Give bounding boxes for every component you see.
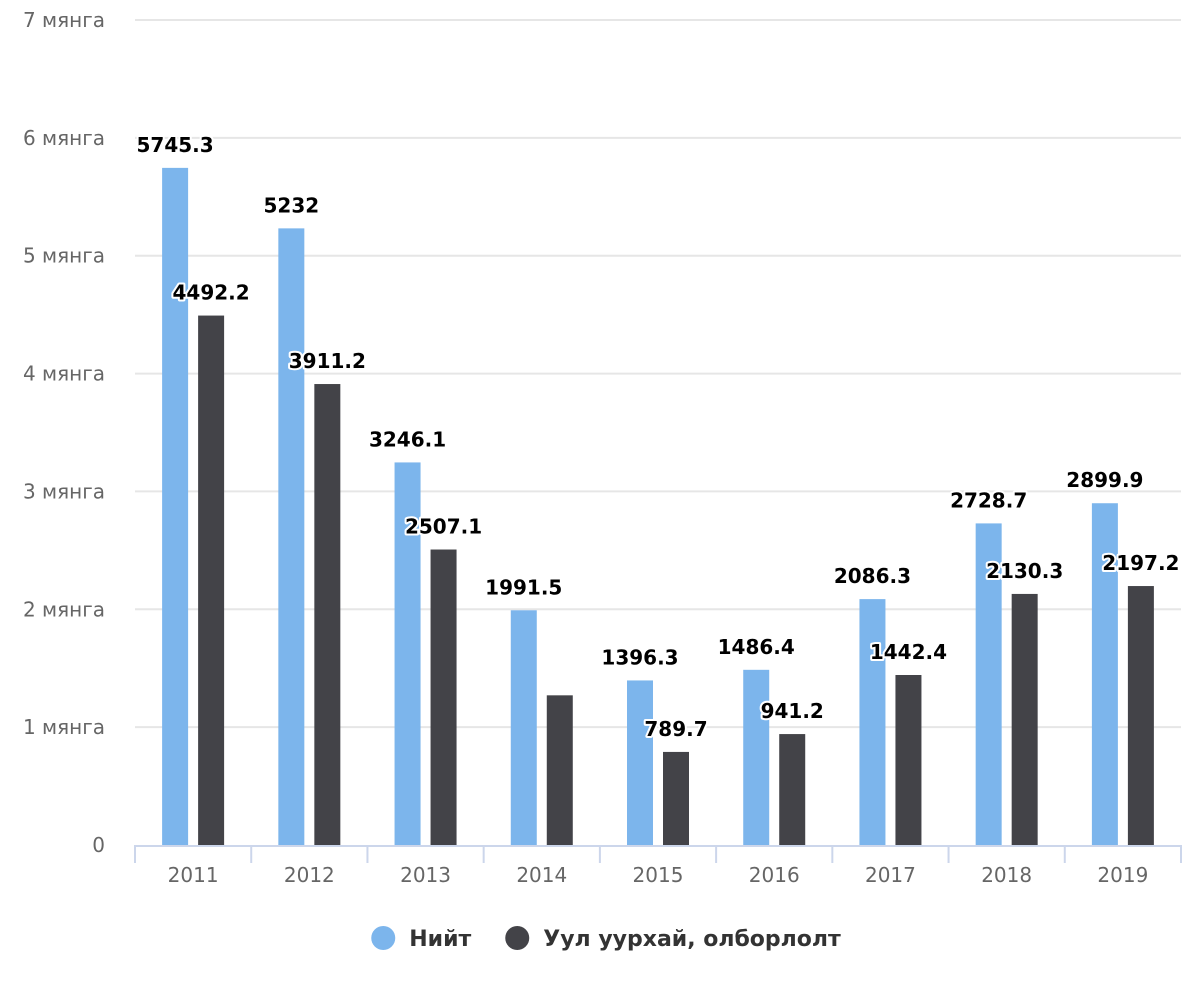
data-label: 2086.3	[834, 564, 911, 588]
data-label: 5232	[263, 193, 319, 217]
data-label: 2728.7	[950, 488, 1027, 512]
bar[interactable]	[1127, 586, 1154, 845]
bar[interactable]	[510, 610, 537, 845]
bar[interactable]	[859, 599, 886, 845]
bar[interactable]	[394, 462, 421, 845]
bar[interactable]	[278, 228, 305, 845]
data-label: 1991.5	[485, 575, 562, 599]
data-label: 5745.3	[137, 133, 214, 157]
data-label: 2899.9	[1066, 468, 1143, 492]
bar[interactable]	[779, 734, 806, 845]
y-tick-label: 3 мянга	[23, 479, 105, 503]
bar[interactable]	[663, 751, 689, 845]
x-tick-label: 2018	[981, 863, 1032, 887]
data-label: 1396.3	[601, 645, 678, 669]
data-label: 1442.4	[870, 640, 947, 664]
y-tick-label: 1 мянга	[23, 715, 105, 739]
bar[interactable]	[895, 675, 922, 845]
bar[interactable]	[430, 549, 457, 845]
x-tick-label: 2011	[168, 863, 219, 887]
y-tick-label: 2 мянга	[23, 597, 105, 621]
bar[interactable]	[162, 167, 189, 845]
bar[interactable]	[546, 695, 573, 845]
data-label: 2507.1	[405, 515, 482, 539]
legend-marker	[505, 926, 530, 950]
data-label: 2197.2	[1102, 551, 1179, 575]
grid-layer	[135, 19, 1181, 729]
bar[interactable]	[627, 680, 653, 845]
legend-label: Уул уурхай, олборлолт	[543, 927, 841, 952]
bars	[162, 167, 1154, 845]
x-tick-label: 2016	[749, 863, 800, 887]
data-label: 3246.1	[369, 427, 446, 451]
data-label: 2130.3	[986, 559, 1063, 583]
x-tick-label: 2015	[633, 863, 684, 887]
data-labels: 5745.3 5232 3246.1 1991.5 1396.3 1486.4 2086.3…	[135, 131, 1182, 743]
legend-item[interactable]: Нийт	[371, 926, 471, 952]
bar[interactable]	[198, 315, 225, 845]
bar[interactable]	[975, 523, 1002, 845]
legend-marker	[371, 926, 396, 950]
data-label: 4492.2	[173, 281, 250, 305]
data-label: 941.2	[761, 699, 824, 723]
data-label: 3911.2	[289, 349, 366, 373]
y-tick-label: 4 мянга	[23, 362, 105, 386]
bar[interactable]	[1011, 593, 1038, 845]
bar[interactable]	[743, 669, 770, 845]
data-label: 1486.4	[718, 635, 795, 659]
legend-label: Нийт	[409, 927, 471, 952]
x-tick-label: 2017	[865, 863, 916, 887]
x-axis: 2011 2012 2013 2014 2015 2016 2017 2018 2019	[134, 845, 1182, 887]
y-axis: 0 1 мянга 2 мянга 3 мянга 4 мянга 5 мянга 6 мя…	[23, 8, 105, 857]
y-tick-label: 0	[92, 833, 105, 857]
legend-item[interactable]: Уул уурхай, олборлолт	[505, 926, 841, 952]
y-tick-label: 7 мянга	[23, 8, 105, 32]
data-label: 789.7	[644, 717, 707, 741]
y-tick-label: 6 мянга	[23, 126, 105, 150]
y-tick-label: 5 мянга	[23, 244, 105, 268]
bar[interactable]	[314, 384, 341, 845]
legend[interactable]: Нийт Уул уурхай, олборлолт	[371, 926, 841, 952]
bar[interactable]	[1091, 503, 1118, 845]
x-tick-label: 2012	[284, 863, 335, 887]
x-tick-label: 2014	[516, 863, 567, 887]
x-tick-label: 2013	[400, 863, 451, 887]
x-tick-label: 2019	[1097, 863, 1148, 887]
